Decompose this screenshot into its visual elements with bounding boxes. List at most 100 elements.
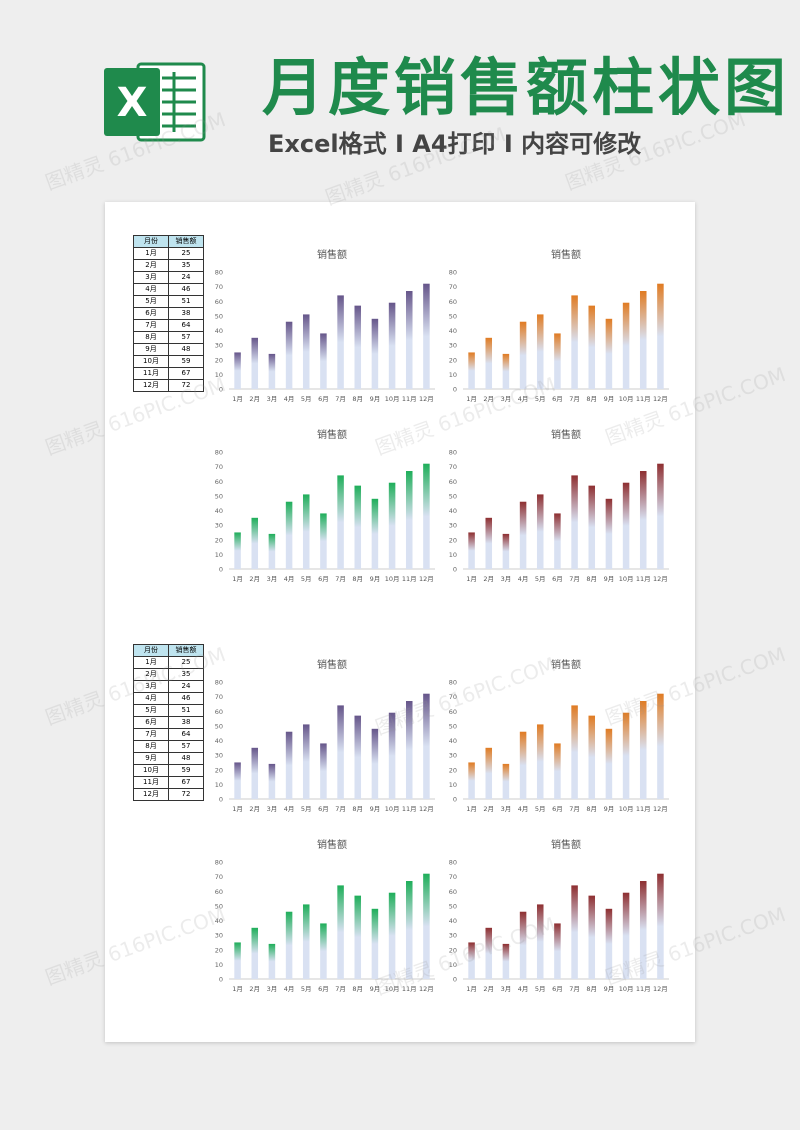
bar bbox=[388, 712, 396, 799]
bar bbox=[371, 728, 379, 799]
y-tick-label: 40 bbox=[449, 327, 457, 335]
table-cell: 11月 bbox=[133, 776, 169, 789]
chart-title: 销售额 bbox=[551, 838, 581, 851]
y-tick-label: 30 bbox=[449, 522, 457, 530]
table-cell: 1月 bbox=[133, 656, 169, 669]
x-tick-label: 3月 bbox=[501, 395, 512, 403]
x-tick-label: 2月 bbox=[483, 805, 494, 813]
bar bbox=[554, 513, 561, 569]
x-tick-label: 11月 bbox=[636, 985, 651, 993]
x-tick-label: 1月 bbox=[466, 805, 477, 813]
chart-title: 销售额 bbox=[317, 838, 347, 851]
table-cell: 7月 bbox=[133, 319, 169, 332]
y-tick-label: 60 bbox=[449, 708, 457, 716]
y-tick-label: 50 bbox=[215, 492, 223, 500]
x-tick-label: 6月 bbox=[318, 985, 329, 993]
bar bbox=[639, 471, 647, 569]
y-tick-label: 80 bbox=[215, 269, 223, 277]
y-tick-label: 40 bbox=[449, 507, 457, 515]
x-tick-label: 5月 bbox=[535, 575, 546, 583]
x-tick-label: 2月 bbox=[249, 985, 260, 993]
x-tick-label: 4月 bbox=[284, 805, 295, 813]
bar bbox=[622, 482, 630, 569]
y-tick-label: 20 bbox=[449, 356, 457, 364]
table-row: 6月 38 bbox=[133, 716, 204, 729]
bar bbox=[485, 337, 493, 389]
y-tick-label: 0 bbox=[453, 386, 457, 394]
bar bbox=[519, 321, 527, 389]
table-cell: 4月 bbox=[133, 692, 169, 705]
y-tick-label: 50 bbox=[449, 312, 457, 320]
bar bbox=[251, 337, 259, 389]
y-tick-label: 60 bbox=[215, 298, 223, 306]
table-cell: 7月 bbox=[133, 728, 169, 741]
bar bbox=[639, 881, 647, 979]
x-tick-label: 8月 bbox=[352, 575, 363, 583]
y-tick-label: 20 bbox=[215, 536, 223, 544]
table-row: 4月 46 bbox=[133, 283, 204, 296]
y-tick-label: 60 bbox=[215, 478, 223, 486]
page-title: 月度销售额柱状图 bbox=[262, 51, 791, 124]
table-row: 5月 51 bbox=[133, 295, 204, 308]
y-tick-label: 80 bbox=[215, 679, 223, 687]
y-tick-label: 10 bbox=[215, 371, 223, 379]
y-tick-label: 50 bbox=[215, 312, 223, 320]
x-tick-label: 1月 bbox=[466, 395, 477, 403]
table-cell: 59 bbox=[168, 764, 204, 777]
bar bbox=[268, 353, 276, 389]
y-tick-label: 20 bbox=[449, 766, 457, 774]
table-cell: 46 bbox=[168, 692, 204, 705]
y-tick-label: 50 bbox=[449, 902, 457, 910]
table-cell: 4月 bbox=[133, 283, 169, 296]
y-tick-label: 30 bbox=[449, 752, 457, 760]
table-cell: 38 bbox=[168, 307, 204, 320]
bar bbox=[337, 705, 344, 799]
y-tick-label: 0 bbox=[219, 796, 223, 804]
y-tick-label: 20 bbox=[215, 946, 223, 954]
table-cell: 5月 bbox=[133, 295, 169, 308]
table-cell: 57 bbox=[168, 331, 204, 344]
y-tick-label: 30 bbox=[215, 522, 223, 530]
x-tick-label: 7月 bbox=[569, 805, 580, 813]
bar bbox=[554, 333, 561, 389]
y-tick-label: 30 bbox=[215, 752, 223, 760]
table-cell: 6月 bbox=[133, 307, 169, 320]
y-tick-label: 60 bbox=[449, 298, 457, 306]
table-cell: 46 bbox=[168, 283, 204, 296]
x-tick-label: 9月 bbox=[604, 805, 615, 813]
x-tick-label: 8月 bbox=[352, 805, 363, 813]
table-header-row: 月份 销售额 bbox=[133, 235, 204, 248]
x-tick-label: 5月 bbox=[301, 575, 312, 583]
table-cell: 3月 bbox=[133, 680, 169, 693]
x-tick-label: 6月 bbox=[318, 395, 329, 403]
bar bbox=[320, 513, 327, 569]
column-header: 销售额 bbox=[168, 235, 204, 248]
x-tick-label: 7月 bbox=[569, 575, 580, 583]
bar bbox=[320, 333, 327, 389]
y-tick-label: 70 bbox=[449, 693, 457, 701]
y-tick-label: 70 bbox=[449, 463, 457, 471]
bar bbox=[354, 485, 362, 569]
bar bbox=[605, 728, 613, 799]
table-header-row: 月份 销售额 bbox=[133, 644, 204, 657]
x-tick-label: 9月 bbox=[370, 985, 381, 993]
x-tick-label: 12月 bbox=[419, 985, 434, 993]
bar bbox=[388, 482, 396, 569]
x-tick-label: 8月 bbox=[586, 985, 597, 993]
bar bbox=[302, 724, 310, 799]
table-row: 2月 35 bbox=[133, 668, 204, 681]
y-tick-label: 40 bbox=[215, 327, 223, 335]
bar bbox=[571, 885, 578, 979]
bar bbox=[639, 701, 647, 799]
bar bbox=[571, 475, 578, 569]
sales-bar-chart: 销售额 0 10 20 30 40 50 60 70 80 1月 2月 3月 4月 5月 6月 7月 8月 9月 10… bbox=[449, 658, 669, 813]
bar bbox=[423, 693, 430, 799]
y-tick-label: 10 bbox=[215, 781, 223, 789]
y-tick-label: 80 bbox=[215, 859, 223, 867]
table-cell: 67 bbox=[168, 367, 204, 380]
y-tick-label: 80 bbox=[449, 679, 457, 687]
y-tick-label: 0 bbox=[453, 796, 457, 804]
table-cell: 67 bbox=[168, 776, 204, 789]
y-tick-label: 20 bbox=[449, 946, 457, 954]
bar bbox=[605, 498, 613, 569]
